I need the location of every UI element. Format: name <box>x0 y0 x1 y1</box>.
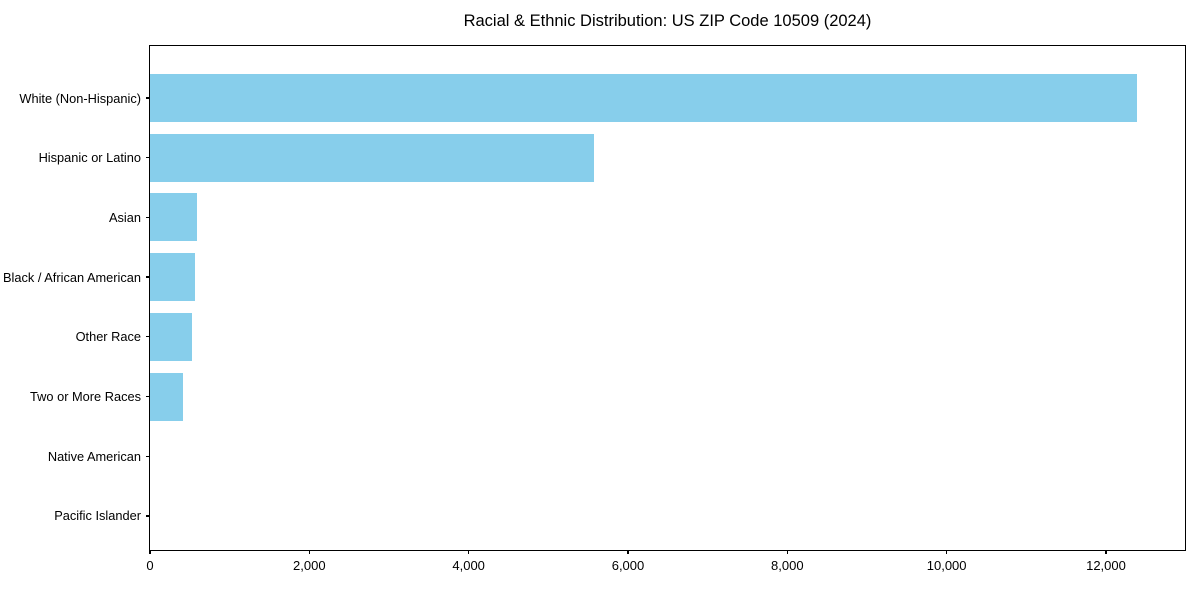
bar-black-african-american <box>150 253 195 302</box>
chart-title: Racial & Ethnic Distribution: US ZIP Cod… <box>463 12 872 30</box>
y-axis-label: Hispanic or Latino <box>38 150 141 166</box>
x-axis-label: 0 <box>146 558 154 573</box>
plot-area: White (Non-Hispanic) Hispanic or Latino As… <box>3 45 1186 573</box>
y-tick-mark <box>146 216 150 219</box>
x-axis-label: 6,000 <box>611 558 645 573</box>
bar-other-race <box>150 312 192 361</box>
x-axis-label: 4,000 <box>452 558 485 573</box>
x-tick-mark <box>468 550 470 554</box>
y-tick-mark <box>146 276 150 278</box>
bar-asian <box>150 193 197 242</box>
x-axis-label: 10,000 <box>926 558 967 573</box>
x-tick-mark <box>149 550 151 554</box>
y-axis-label: Asian <box>108 209 141 225</box>
x-axis-label: 12,000 <box>1086 558 1126 573</box>
y-tick-mark <box>146 157 150 159</box>
y-tick-mark <box>146 395 150 398</box>
x-tick-mark <box>627 550 629 554</box>
x-tick-mark <box>946 550 948 554</box>
y-tick-mark <box>146 97 150 99</box>
y-axis-label: Two or More Races <box>30 389 141 404</box>
bar-white-non-hispanic <box>150 74 1138 122</box>
bar-hispanic-or-latino <box>150 133 594 182</box>
y-axis-label: Other Race <box>75 329 141 345</box>
x-tick-mark <box>308 550 310 554</box>
y-tick-mark <box>146 336 150 338</box>
x-axis-label: 8,000 <box>771 558 804 573</box>
x-tick-mark <box>1105 550 1107 554</box>
y-tick-mark <box>146 455 150 457</box>
y-axis-label: Pacific Islander <box>54 508 141 524</box>
y-axis-label: Black / African American <box>3 269 141 285</box>
y-axis-label: Native American <box>47 448 141 464</box>
x-tick-mark <box>786 550 788 554</box>
y-axis-label: White (Non-Hispanic) <box>19 90 141 106</box>
x-axis-label: 2,000 <box>293 558 326 573</box>
y-tick-mark <box>146 515 150 517</box>
bar-two-or-more-races <box>150 372 183 421</box>
